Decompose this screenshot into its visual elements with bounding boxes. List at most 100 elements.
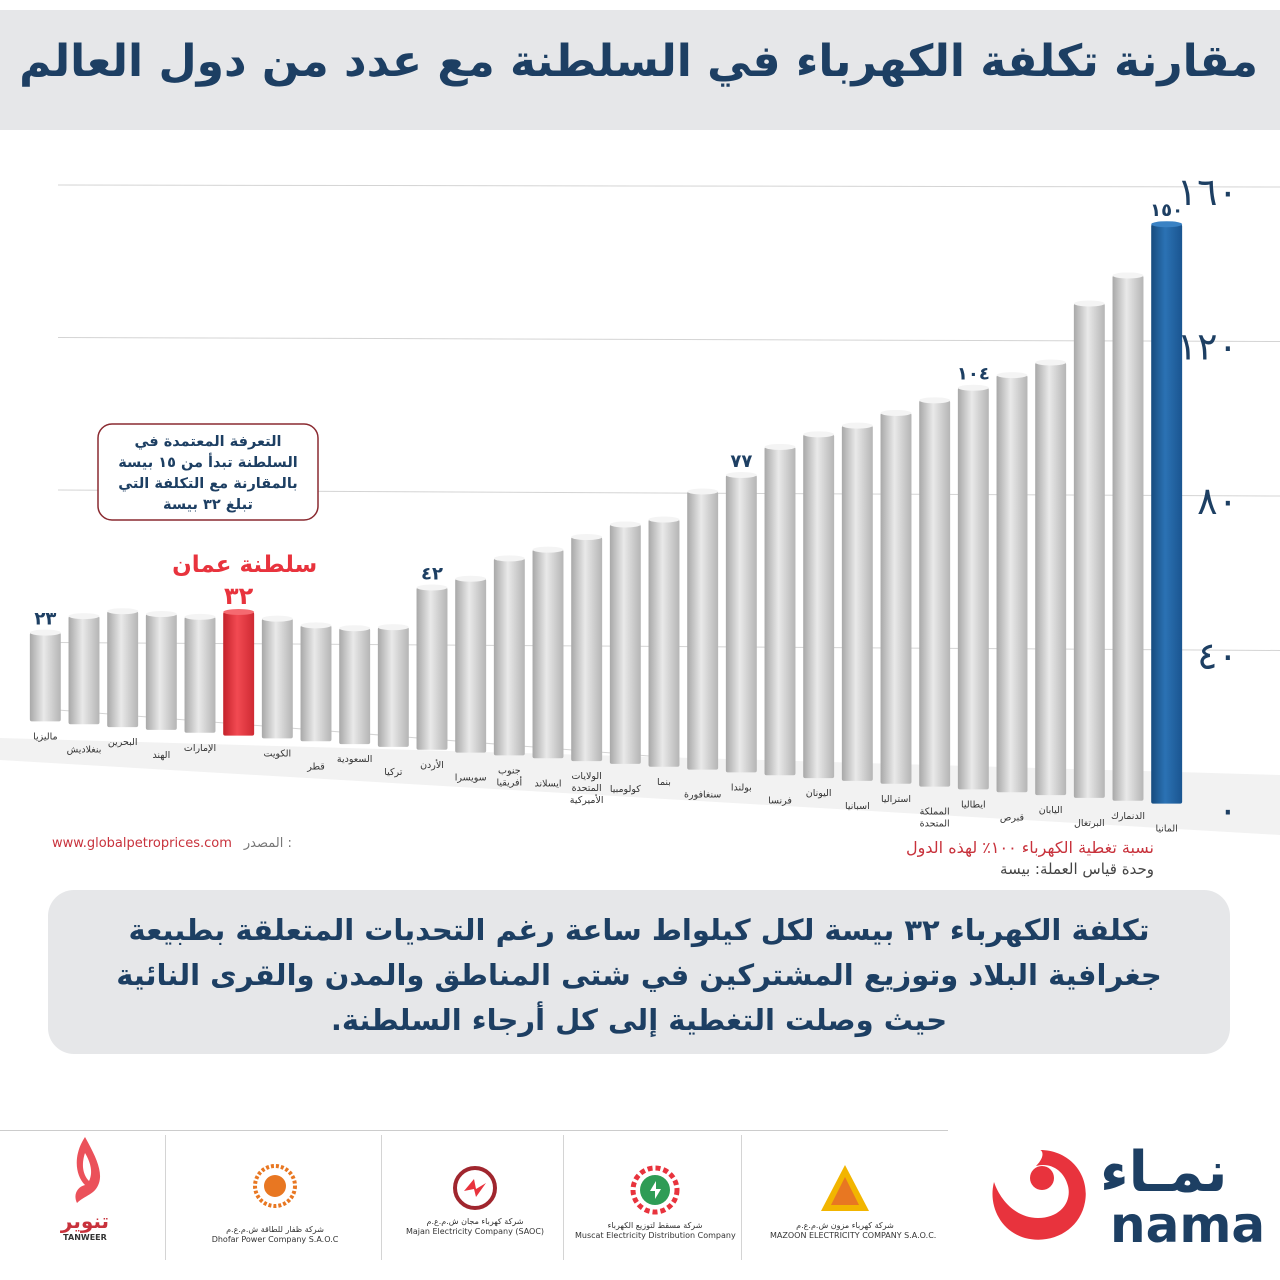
- bar-top: [455, 575, 487, 582]
- bar-top: [377, 624, 409, 631]
- mazoon-triangle-icon: [821, 1165, 869, 1211]
- title-bar: مقارنة تكلفة الكهرباء في السلطنة مع عدد …: [0, 10, 1280, 130]
- bar: [803, 434, 835, 779]
- mazoon-logo: شركة كهرباء مزون ش.م.ع.م MAZOON ELECTRIC…: [770, 1135, 937, 1260]
- bar-top: [725, 472, 757, 479]
- category-label: اليونان: [806, 788, 832, 799]
- bar: [687, 491, 719, 770]
- logo-divider: [381, 1135, 382, 1260]
- bar: [880, 412, 912, 784]
- footer-divider: [0, 1130, 948, 1131]
- dhofar-name-en: Dhofar Power Company S.A.O.C: [211, 1235, 339, 1244]
- bar: [1151, 224, 1183, 804]
- bar: [416, 587, 448, 750]
- category-label: بنما: [657, 777, 671, 788]
- category-label: السعودية: [337, 754, 372, 765]
- source-url[interactable]: www.globalpetroprices.com: [52, 836, 232, 851]
- bar-top: [996, 372, 1028, 379]
- category-label: قبرص: [1000, 812, 1024, 823]
- callout-line: التعرفة المعتمدة في: [135, 434, 282, 450]
- category-label: ماليزيا: [33, 731, 58, 742]
- muscat-name-ar: شركة مسقط لتوزيع الكهرباء: [607, 1221, 703, 1230]
- category-label: المتحدة: [572, 783, 602, 794]
- bar-top: [184, 613, 216, 620]
- tanweer-name-en: TANWEER: [63, 1233, 107, 1242]
- category-label: البحرين: [108, 737, 138, 748]
- category-label: الهند: [152, 750, 170, 761]
- chart-floor: [0, 738, 1280, 835]
- category-label: استراليا: [881, 794, 911, 805]
- category-label: الأميركية: [570, 794, 604, 806]
- nama-swirl-icon: [992, 1150, 1086, 1240]
- category-label: سنغافورة: [684, 790, 721, 801]
- majan-name-en: Majan Electricity Company (SAOC): [405, 1227, 545, 1236]
- category-label: سويسرا: [455, 773, 487, 784]
- callout-line: بالمقارنة مع التكلفة التي: [118, 476, 297, 492]
- value-label: ٣٢: [224, 582, 254, 610]
- bar: [223, 611, 255, 736]
- bar: [571, 537, 603, 762]
- callout-line: تبلغ ٣٢ بيسة: [163, 497, 253, 513]
- bar-top: [609, 521, 641, 528]
- bar: [455, 578, 487, 753]
- bar-top: [339, 625, 371, 632]
- bar-top: [300, 622, 332, 629]
- dhofar-logo: شركة ظفار للطاقة ش.م.ع.م Dhofar Power Co…: [180, 1135, 370, 1260]
- callout-line: السلطنة تبدأ من ١٥ بيسة: [118, 453, 297, 471]
- category-label: بنغلاديش: [67, 744, 102, 755]
- category-label: ايطاليا: [961, 799, 986, 810]
- bar-chart: ٠ ٤٠ ٨٠ ١٢٠ ١٦٠ ماليزيا بنغلاديش البحرين الهند ال…: [0, 170, 1280, 835]
- highlight-country-label: سلطنة عمان: [172, 552, 317, 578]
- majan-bolt-icon: [453, 1166, 497, 1210]
- bar: [377, 627, 409, 747]
- bar-top: [880, 409, 912, 416]
- category-label: فرنسا: [768, 795, 792, 806]
- bar: [996, 375, 1028, 793]
- bar: [107, 611, 139, 728]
- bar-top: [532, 546, 564, 553]
- category-label: البرتغال: [1074, 818, 1105, 829]
- bar-top: [764, 443, 796, 450]
- bar: [493, 558, 525, 756]
- value-label: ٧٧: [730, 451, 752, 472]
- summary-box: تكلفة الكهرباء ٣٢ بيسة لكل كيلواط ساعة ر…: [48, 890, 1230, 1054]
- page-title: مقارنة تكلفة الكهرباء في السلطنة مع عدد …: [19, 36, 1258, 87]
- tanweer-name-ar: تنوير: [60, 1209, 110, 1233]
- bar: [841, 425, 873, 781]
- source-note: www.globalpetroprices.com المصدر :: [52, 836, 292, 851]
- category-label: كولومبيا: [610, 784, 641, 795]
- category-label: بولندا: [731, 782, 752, 793]
- bar: [29, 632, 61, 722]
- bar: [764, 446, 796, 776]
- majan-name-ar: شركة كهرباء مجان ش.م.ع.م: [426, 1217, 524, 1226]
- category-label: المتحدة: [920, 819, 950, 830]
- bar: [68, 616, 100, 725]
- bar: [1112, 275, 1144, 801]
- nama-name-ar: نمـاء: [1100, 1140, 1228, 1205]
- category-label: الإمارات: [184, 743, 216, 754]
- value-label: ٤٢: [421, 564, 443, 585]
- category-label: الولايات: [571, 771, 601, 782]
- y-tick-label: ١٢٠: [1177, 325, 1238, 369]
- majan-logo: شركة كهرباء مجان ش.م.ع.م Majan Electrici…: [395, 1135, 555, 1260]
- value-label: ٢٣: [34, 609, 56, 630]
- category-label: الأردن: [420, 759, 444, 771]
- bar: [261, 618, 293, 739]
- tanweer-flame-icon: [75, 1137, 101, 1203]
- mazoon-name-ar: شركة كهرباء مزون ش.م.ع.م: [796, 1221, 894, 1230]
- bar-top: [1035, 359, 1067, 366]
- bar-top: [261, 615, 293, 622]
- y-tick-label: ٠: [1218, 788, 1238, 832]
- nama-name-en: nama: [1110, 1196, 1266, 1254]
- bar: [184, 616, 216, 733]
- bar: [532, 549, 564, 759]
- bar: [300, 625, 332, 742]
- bar-top: [1112, 272, 1144, 279]
- mazoon-name-en: MAZOON ELECTRICITY COMPANY S.A.O.C.: [770, 1231, 937, 1240]
- category-label: اسبانيا: [845, 801, 870, 812]
- tanweer-logo: تنوير TANWEER: [20, 1135, 150, 1260]
- logo-divider: [563, 1135, 564, 1260]
- bar-top: [648, 516, 680, 523]
- bar: [609, 524, 641, 764]
- category-label: الكويت: [263, 748, 291, 759]
